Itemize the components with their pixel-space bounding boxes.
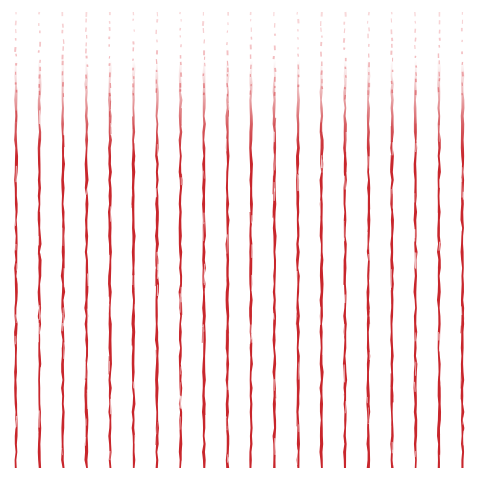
red-stripe-10 <box>225 11 230 468</box>
red-stripe-16 <box>366 11 371 468</box>
red-stripe-3 <box>60 11 66 468</box>
red-stripe-11 <box>249 11 254 468</box>
red-stripe-18 <box>413 11 418 468</box>
red-stripe-1 <box>14 11 19 468</box>
red-stripe-17 <box>390 11 394 468</box>
red-stripe-4 <box>84 11 89 468</box>
red-stripe-20 <box>460 11 465 468</box>
red-stripe-6 <box>131 11 136 470</box>
red-stripe-8 <box>178 11 183 468</box>
red-stripe-19 <box>436 11 442 468</box>
red-stripe-5 <box>107 11 112 468</box>
red-stripe-13 <box>295 11 301 468</box>
red-stripe-15 <box>342 11 348 468</box>
red-stripe-7 <box>154 11 160 468</box>
red-stripe-12 <box>272 11 277 468</box>
red-stripe-14 <box>319 11 324 468</box>
red-stripe-9 <box>201 11 207 468</box>
red-stripe-2 <box>37 11 42 468</box>
